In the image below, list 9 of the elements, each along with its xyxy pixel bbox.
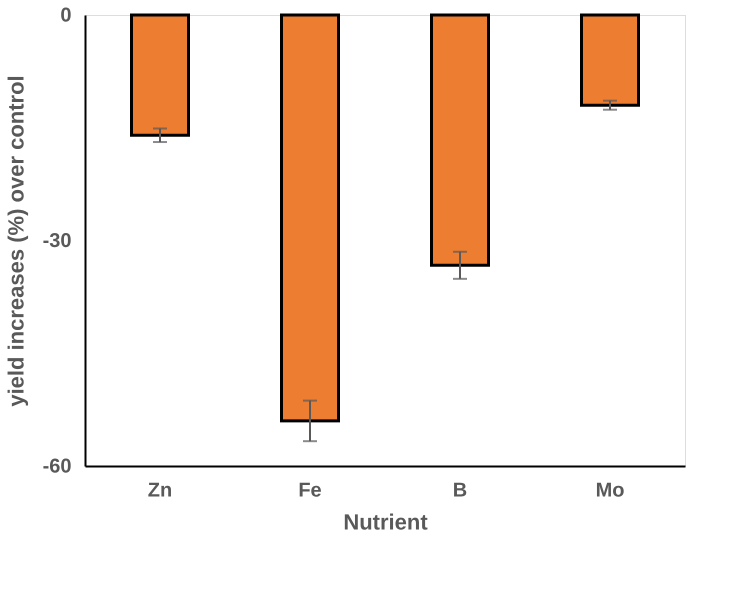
- y-tick-label: 0: [60, 4, 72, 26]
- x-axis-title: Nutrient: [343, 510, 428, 534]
- x-tick-label: Zn: [148, 480, 172, 502]
- y-axis-title: yield increases (%) over control: [4, 75, 29, 407]
- x-tick-label: B: [452, 480, 468, 502]
- x-tick-label: Mo: [596, 480, 624, 502]
- y-tick-label: -30: [42, 230, 72, 252]
- x-tick-label: Fe: [298, 480, 322, 502]
- y-tick-label: -60: [42, 456, 72, 478]
